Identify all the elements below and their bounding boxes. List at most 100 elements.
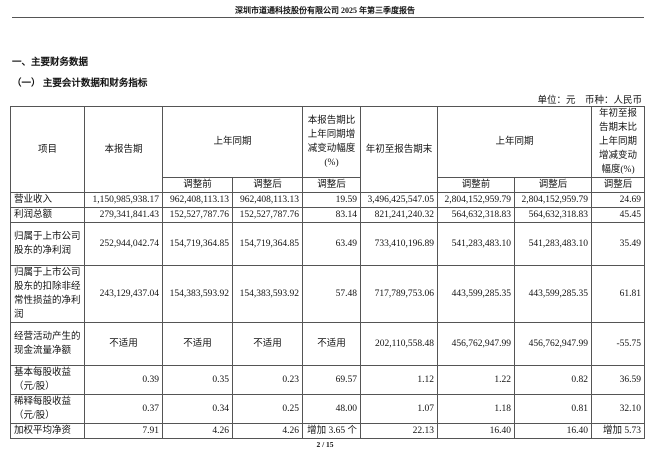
cell-value: 2,804,152,959.79 [514, 192, 592, 208]
table-row: 基本每股收益（元/股） 0.39 0.35 0.23 69.57 1.12 1.22 0.82… [10, 365, 645, 395]
row-label: 营业收入 [10, 192, 85, 208]
row-label: 加权平均净资 [10, 423, 85, 439]
cell-value: 0.82 [514, 365, 592, 395]
cell-value: 541,283,483.10 [437, 222, 515, 266]
cell-value: 0.23 [232, 365, 303, 395]
cell-value: 202,110,558.48 [360, 322, 438, 366]
cell-value: 443,599,285.35 [514, 265, 592, 323]
cell-value: 57.48 [302, 265, 361, 323]
row-label: 利润总额 [10, 207, 85, 223]
cell-value: 48.00 [302, 394, 361, 424]
cell-value: 152,527,787.76 [162, 207, 233, 223]
cell-value: 962,408,113.13 [232, 192, 303, 208]
cell-value: 1,150,985,938.17 [84, 192, 163, 208]
cell-value: 16.40 [514, 423, 592, 439]
cell-value: 69.57 [302, 365, 361, 395]
cell-value: 61.81 [591, 265, 645, 323]
header-divider [12, 17, 644, 18]
cell-value: 154,383,593.92 [162, 265, 233, 323]
cell-value: -55.75 [591, 322, 645, 366]
cell-value: 733,410,196.89 [360, 222, 438, 266]
cell-value: 154,383,593.92 [232, 265, 303, 323]
cell-value: 717,789,753.06 [360, 265, 438, 323]
table-row: 归属于上市公司股东的净利润 252,944,042.74 154,719,364.8… [10, 222, 645, 266]
cell-value: 4.26 [232, 423, 303, 439]
cell-value: 36.59 [591, 365, 645, 395]
subheader-after: 调整后 [302, 177, 361, 193]
cell-value: 不适用 [84, 322, 163, 366]
cell-value: 279,341,841.43 [84, 207, 163, 223]
financial-table: 项目 本报告期 上年同期 本报告期比上年同期增减变动幅度(%) 年初至报告期末 … [10, 106, 645, 439]
section-title: 一、主要财务数据 [12, 58, 89, 68]
header-ytd: 年初至报告期末 [360, 106, 438, 193]
cell-value: 1.12 [360, 365, 438, 395]
cell-value: 45.45 [591, 207, 645, 223]
page-number: 2 / 15 [316, 440, 334, 449]
row-label: 归属于上市公司股东的净利润 [10, 222, 85, 266]
cell-value: 增加 3.65 个 [302, 423, 361, 439]
cell-value: 541,283,483.10 [514, 222, 592, 266]
subheader-after: 调整后 [514, 177, 592, 193]
header-current-period: 本报告期 [84, 106, 163, 193]
cell-value: 243,129,437.04 [84, 265, 163, 323]
table-row: 利润总额 279,341,841.43 152,527,787.76 152,527,… [10, 207, 645, 223]
cell-value: 35.49 [591, 222, 645, 266]
subheader-before: 调整前 [437, 177, 515, 193]
cell-value: 0.37 [84, 394, 163, 424]
cell-value: 0.81 [514, 394, 592, 424]
header-item: 项目 [10, 106, 85, 193]
cell-value: 22.13 [360, 423, 438, 439]
header-ytd-change: 年初至报告期末比上年同期增减变动幅度(%) [591, 106, 645, 178]
row-label: 基本每股收益（元/股） [10, 365, 85, 395]
cell-value: 3,496,425,547.05 [360, 192, 438, 208]
row-label: 稀释每股收益（元/股） [10, 394, 85, 424]
cell-value: 962,408,113.13 [162, 192, 233, 208]
cell-value: 16.40 [437, 423, 515, 439]
cell-value: 19.59 [302, 192, 361, 208]
cell-value: 不适用 [302, 322, 361, 366]
cell-value: 4.26 [162, 423, 233, 439]
row-label: 归属于上市公司股东的扣除非经常性损益的净利润 [10, 265, 85, 323]
cell-value: 252,944,042.74 [84, 222, 163, 266]
row-label: 经营活动产生的现金流量净额 [10, 322, 85, 366]
header-prior-ytd: 上年同期 [437, 106, 592, 178]
subheader-after: 调整后 [232, 177, 303, 193]
cell-value: 24.69 [591, 192, 645, 208]
cell-value: 0.35 [162, 365, 233, 395]
cell-value: 1.22 [437, 365, 515, 395]
cell-value: 564,632,318.83 [437, 207, 515, 223]
cell-value: 443,599,285.35 [437, 265, 515, 323]
subheader-after: 调整后 [591, 177, 645, 193]
cell-value: 7.91 [84, 423, 163, 439]
cell-value: 152,527,787.76 [232, 207, 303, 223]
cell-value: 不适用 [162, 322, 233, 366]
cell-value: 564,632,318.83 [514, 207, 592, 223]
header-prior-period: 上年同期 [162, 106, 303, 178]
cell-value: 不适用 [232, 322, 303, 366]
cell-value: 1.18 [437, 394, 515, 424]
table-row: 归属于上市公司股东的扣除非经常性损益的净利润 243,129,437.04 154,… [10, 265, 645, 323]
unit-note: 单位：元 币种：人民币 [537, 96, 642, 106]
header-current-change: 本报告期比上年同期增减变动幅度(%) [302, 106, 361, 178]
cell-value: 增加 5.73 [591, 423, 645, 439]
cell-value: 32.10 [591, 394, 645, 424]
cell-value: 83.14 [302, 207, 361, 223]
cell-value: 63.49 [302, 222, 361, 266]
cell-value: 821,241,240.32 [360, 207, 438, 223]
cell-value: 456,762,947.99 [514, 322, 592, 366]
table-row: 营业收入 1,150,985,938.17 962,408,113.13 962,40… [10, 192, 645, 208]
document-header: 深圳市道通科技股份有限公司 2025 年第三季度报告 [235, 6, 415, 15]
cell-value: 0.39 [84, 365, 163, 395]
table-row: 加权平均净资 7.91 4.26 4.26 增加 3.65 个 22.13 16.40 16.… [10, 423, 645, 439]
subsection-title: （一） 主要会计数据和财务指标 [12, 79, 148, 89]
cell-value: 0.25 [232, 394, 303, 424]
subheader-before: 调整前 [162, 177, 233, 193]
cell-value: 154,719,364.85 [162, 222, 233, 266]
cell-value: 0.34 [162, 394, 233, 424]
cell-value: 456,762,947.99 [437, 322, 515, 366]
table-row: 经营活动产生的现金流量净额 不适用 不适用 不适用 不适用 202,110,558.48 4… [10, 322, 645, 366]
cell-value: 2,804,152,959.79 [437, 192, 515, 208]
cell-value: 154,719,364.85 [232, 222, 303, 266]
table-row: 稀释每股收益（元/股） 0.37 0.34 0.25 48.00 1.07 1.18 0.81… [10, 394, 645, 424]
cell-value: 1.07 [360, 394, 438, 424]
